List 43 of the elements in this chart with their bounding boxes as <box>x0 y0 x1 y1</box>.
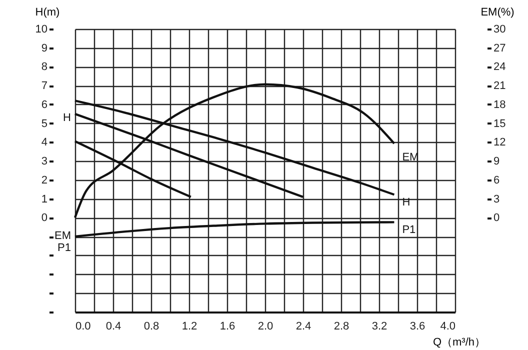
y2-tick-label: 3 <box>494 193 500 206</box>
y2-tick-label: 18 <box>494 98 506 111</box>
text: P1 <box>58 242 71 254</box>
x-tick-label: 0.4 <box>106 320 122 332</box>
y-tick-label: 0 <box>41 212 48 224</box>
x-tick-label: 2.8 <box>334 320 350 332</box>
x-tick-label: 3.2 <box>372 320 388 332</box>
y-tick-label: 8 <box>41 61 48 74</box>
y2-axis-title: EM(%) <box>480 6 514 18</box>
x-tick-label: 1.2 <box>182 320 198 332</box>
y-tick-label: 9 <box>41 42 48 54</box>
x-tick-label: 2.0 <box>258 320 274 332</box>
x-tick-label: 0.8 <box>144 320 160 332</box>
line-series <box>74 83 396 219</box>
y-tick-label: 2 <box>41 174 48 186</box>
text: H <box>63 112 72 124</box>
y2-tick-label: 12 <box>494 136 506 149</box>
y-tick-label: 5 <box>41 118 48 130</box>
x-tick-label: 0.0 <box>76 320 91 332</box>
y2-tick-label: 24 <box>494 61 506 74</box>
y2-tick-label: 6 <box>494 174 500 186</box>
y-axis-title: H(m) <box>35 6 60 18</box>
y-tick-label: 10 <box>35 24 48 36</box>
x-tick-label: 4.0 <box>440 320 456 332</box>
x-tick-label: 2.4 <box>296 320 312 332</box>
y2-tick-label: 30 <box>494 24 506 36</box>
y2-tick-label: 15 <box>494 118 506 130</box>
text: EM <box>54 230 71 242</box>
y-tick-label: 6 <box>41 98 48 111</box>
y-tick-label: 3 <box>41 156 48 168</box>
y2-tick-label: 27 <box>494 42 506 54</box>
y2-tick-label: 21 <box>494 80 506 92</box>
series-label: H <box>402 196 410 209</box>
x-tick-label: 3.6 <box>410 320 426 332</box>
line-series <box>74 221 396 238</box>
y2-tick-label: 0 <box>494 212 500 224</box>
series-label: P1 <box>402 224 416 236</box>
y-tick-label: 4 <box>41 136 48 149</box>
y2-tick-label: 9 <box>494 156 500 168</box>
y-tick-label: 7 <box>41 80 48 92</box>
x-axis-title: Q（m³/h） <box>432 336 486 348</box>
y-tick-label: 1 <box>41 193 48 206</box>
x-tick-label: 1.6 <box>220 320 236 332</box>
